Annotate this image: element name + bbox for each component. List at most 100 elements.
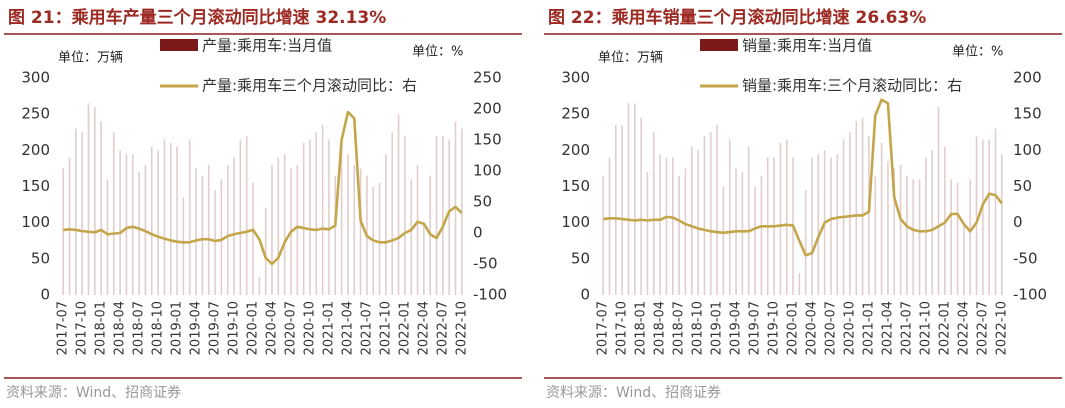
bar	[760, 175, 763, 295]
bar	[880, 143, 883, 295]
x-tick-label: 2022-10	[454, 301, 469, 355]
bar	[150, 146, 153, 295]
bar	[94, 106, 96, 295]
bar	[747, 146, 750, 295]
bar	[956, 182, 959, 295]
y-tick-label: 50	[571, 249, 590, 267]
bar	[176, 146, 178, 295]
x-tick-label: 2018-07	[672, 301, 687, 355]
bar	[157, 150, 159, 295]
bar	[75, 128, 77, 295]
x-tick-label: 2020-01	[786, 301, 801, 355]
bar	[798, 273, 801, 295]
x-tick-label: 2021-04	[880, 301, 895, 355]
bar	[627, 103, 630, 295]
y-axis-label: 单位：万辆	[58, 51, 123, 66]
x-tick-label: 2019-10	[227, 301, 242, 355]
x-tick-label: 2022-07	[975, 301, 990, 355]
bar	[195, 168, 197, 295]
bar	[378, 182, 381, 295]
y2-tick-label: 200	[1013, 69, 1042, 87]
x-tick-label: 2020-07	[283, 301, 298, 355]
bar	[602, 175, 604, 295]
bar	[722, 186, 725, 295]
legend-label: 产量:乘用车:当月值	[202, 37, 332, 55]
bar	[448, 139, 450, 295]
bar	[678, 175, 680, 295]
y2-tick-label: 150	[473, 131, 502, 149]
bar	[119, 150, 121, 295]
bar	[264, 208, 267, 295]
source: 资料来源：Wind、招商证券	[6, 385, 181, 401]
bar	[817, 153, 820, 295]
bar	[621, 125, 623, 296]
bar	[671, 157, 674, 295]
y2-tick-label: -100	[1013, 286, 1047, 304]
x-tick-label: 2018-10	[691, 301, 706, 355]
y2-tick-label: 100	[473, 162, 502, 180]
x-tick-label: 2019-04	[729, 301, 744, 355]
x-tick-label: 2020-10	[842, 301, 857, 355]
x-tick-label: 2022-10	[994, 301, 1009, 355]
bar	[385, 153, 387, 295]
x-tick-label: 2021-07	[899, 301, 914, 355]
y2-tick-label: 0	[473, 224, 483, 242]
bar	[404, 135, 406, 295]
bar	[893, 168, 896, 295]
y2-tick-label: -50	[1013, 249, 1038, 267]
bar	[906, 175, 908, 295]
bar	[741, 172, 744, 295]
x-tick-label: 2020-04	[804, 301, 819, 355]
bar	[226, 164, 229, 295]
bar	[988, 139, 990, 295]
bar	[703, 135, 706, 295]
bar	[296, 164, 299, 295]
y2-tick-label: 100	[1013, 141, 1042, 159]
bar	[868, 135, 870, 295]
x-tick-label: 2021-01	[861, 301, 876, 355]
bar	[646, 172, 649, 295]
bar	[271, 164, 273, 295]
bar	[785, 139, 788, 295]
legend-swatch	[700, 39, 738, 51]
y2-tick-label: 250	[473, 69, 502, 87]
bar	[309, 139, 311, 295]
bar	[963, 222, 965, 295]
legend-label: 销量:乘用车:三个月滚动同比：右	[742, 77, 962, 95]
y-tick-label: 0	[40, 286, 50, 304]
bar	[918, 179, 921, 295]
x-tick-label: 2019-04	[189, 301, 204, 355]
bar	[804, 190, 807, 295]
bar	[302, 143, 305, 295]
x-tick-label: 2020-10	[302, 301, 317, 355]
bar	[62, 168, 64, 295]
x-tick-label: 2020-07	[823, 301, 838, 355]
bar	[994, 128, 997, 295]
x-tick-label: 2022-04	[416, 301, 431, 355]
bar	[100, 121, 102, 296]
bar	[811, 157, 813, 295]
bar	[106, 179, 109, 295]
y-tick-label: 300	[561, 69, 590, 87]
bar	[830, 157, 832, 295]
bar	[340, 143, 343, 295]
x-tick-label: 2019-07	[748, 301, 763, 355]
bar	[709, 132, 712, 295]
bar	[131, 153, 134, 295]
bar	[169, 143, 172, 295]
x-tick-label: 2018-01	[634, 301, 649, 355]
bar	[716, 125, 718, 296]
bar	[416, 164, 419, 295]
bar	[861, 117, 864, 296]
x-tick-label: 2018-07	[132, 301, 147, 355]
x-tick-label: 2017-10	[75, 301, 90, 355]
bar	[321, 125, 324, 296]
bar	[975, 135, 978, 295]
bar	[233, 157, 235, 295]
bar	[652, 132, 655, 295]
chart-title: 图 22：乘用车销量三个月滚动同比增速 26.63%	[548, 7, 926, 28]
legend-label: 产量:乘用车三个月滚动同比：右	[202, 77, 417, 95]
bar	[201, 175, 204, 295]
bar	[754, 186, 756, 295]
